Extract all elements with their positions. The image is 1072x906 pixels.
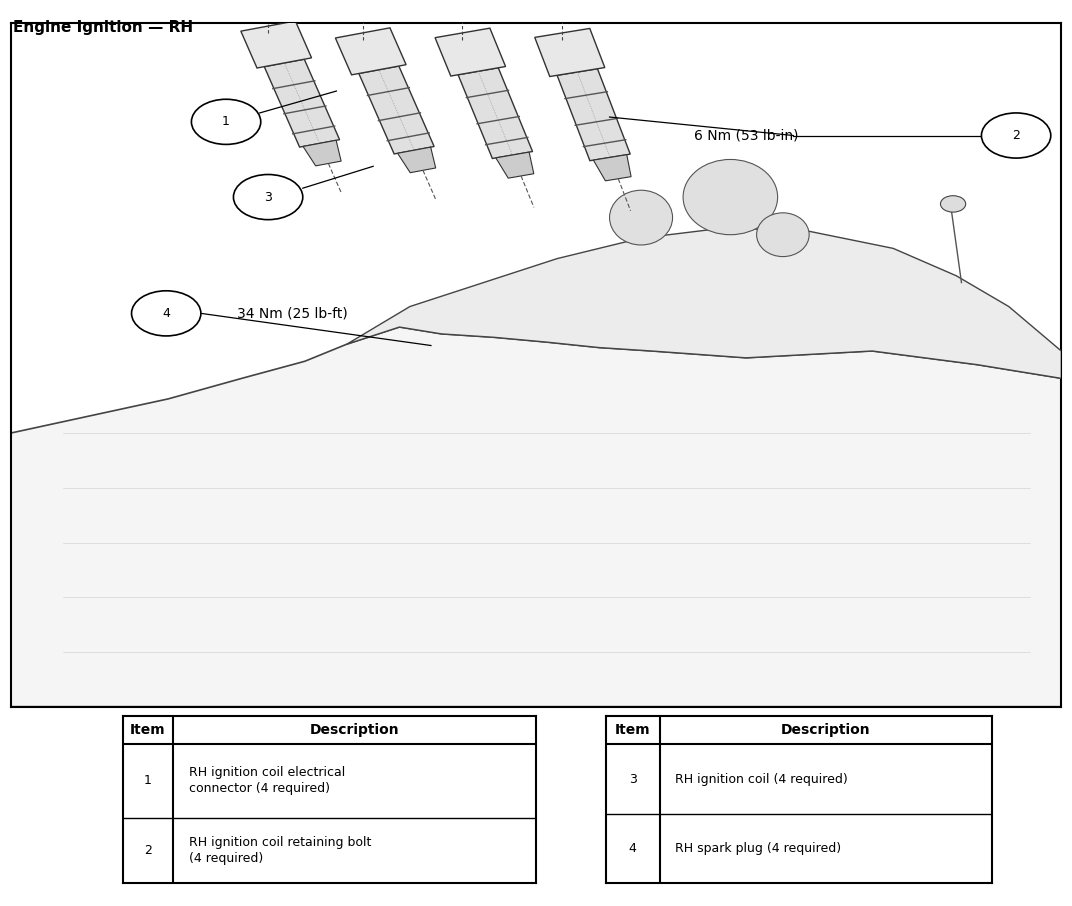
Polygon shape bbox=[435, 28, 506, 76]
Polygon shape bbox=[347, 228, 1061, 379]
Polygon shape bbox=[303, 140, 341, 166]
Text: 6 Nm (53 lb-in): 6 Nm (53 lb-in) bbox=[695, 129, 799, 142]
Circle shape bbox=[940, 196, 966, 212]
Text: 3: 3 bbox=[264, 190, 272, 204]
Polygon shape bbox=[535, 28, 605, 76]
Text: 34 Nm (25 lb-ft): 34 Nm (25 lb-ft) bbox=[237, 306, 347, 321]
Ellipse shape bbox=[610, 190, 672, 245]
Text: 1: 1 bbox=[222, 115, 230, 129]
Polygon shape bbox=[336, 28, 406, 75]
Text: RH spark plug (4 required): RH spark plug (4 required) bbox=[675, 842, 842, 855]
Text: RH ignition coil (4 required): RH ignition coil (4 required) bbox=[675, 773, 848, 786]
Polygon shape bbox=[265, 59, 340, 147]
Polygon shape bbox=[398, 147, 435, 173]
Text: RH ignition coil retaining bolt
(4 required): RH ignition coil retaining bolt (4 requi… bbox=[190, 836, 372, 865]
Text: Description: Description bbox=[310, 723, 399, 737]
Polygon shape bbox=[496, 152, 534, 178]
Polygon shape bbox=[458, 68, 533, 159]
Ellipse shape bbox=[757, 213, 809, 256]
Circle shape bbox=[982, 113, 1051, 158]
Polygon shape bbox=[11, 327, 1061, 707]
Text: Item: Item bbox=[130, 723, 166, 737]
Text: 1: 1 bbox=[144, 775, 152, 787]
Text: 3: 3 bbox=[629, 773, 637, 786]
Ellipse shape bbox=[683, 159, 777, 235]
Text: 4: 4 bbox=[629, 842, 637, 855]
Circle shape bbox=[132, 291, 200, 336]
Text: Item: Item bbox=[615, 723, 651, 737]
Text: RH ignition coil electrical
connector (4 required): RH ignition coil electrical connector (4… bbox=[190, 766, 345, 795]
Circle shape bbox=[234, 175, 302, 219]
Text: 4: 4 bbox=[162, 307, 170, 320]
Polygon shape bbox=[594, 155, 631, 181]
Polygon shape bbox=[241, 21, 312, 68]
Circle shape bbox=[192, 100, 260, 144]
Text: 2: 2 bbox=[1012, 129, 1021, 142]
Text: Description: Description bbox=[780, 723, 870, 737]
Text: 2: 2 bbox=[144, 844, 152, 857]
Text: Engine Ignition — RH: Engine Ignition — RH bbox=[13, 20, 193, 35]
Polygon shape bbox=[557, 69, 630, 160]
Polygon shape bbox=[359, 66, 434, 154]
